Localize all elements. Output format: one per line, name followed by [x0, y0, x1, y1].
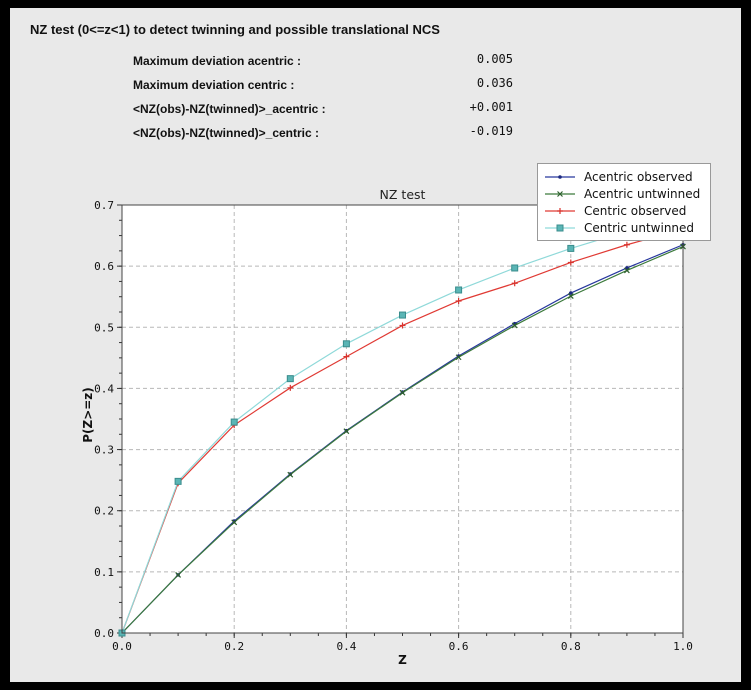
stat-row: <NZ(obs)-NZ(twinned)>_acentric : +0.001 — [133, 100, 553, 124]
legend-label: Acentric untwinned — [584, 186, 701, 201]
stat-label: <NZ(obs)-NZ(twinned)>_centric : — [133, 126, 320, 140]
svg-text:0.0: 0.0 — [112, 640, 132, 653]
svg-text:0.6: 0.6 — [94, 260, 114, 273]
stat-label: Maximum deviation centric : — [133, 78, 295, 92]
legend-item: Acentric untwinned — [543, 185, 700, 202]
stat-row: Maximum deviation acentric : 0.005 — [133, 52, 553, 76]
y-axis-label: P(Z>=z) — [81, 387, 95, 443]
legend-item: Centric observed — [543, 202, 700, 219]
svg-text:0.3: 0.3 — [94, 444, 114, 457]
stat-label: Maximum deviation acentric : — [133, 54, 302, 68]
stat-row: Maximum deviation centric : 0.036 — [133, 76, 553, 100]
legend-item: Centric untwinned — [543, 219, 700, 236]
chart-legend: Acentric observed Acentric untwinned Cen… — [537, 163, 712, 241]
stat-value: 0.036 — [476, 76, 513, 90]
svg-text:0.1: 0.1 — [94, 566, 114, 579]
svg-text:0.7: 0.7 — [94, 199, 114, 212]
legend-label: Acentric observed — [584, 169, 693, 184]
legend-label: Centric observed — [584, 203, 687, 218]
svg-text:0.0: 0.0 — [94, 627, 114, 640]
nz-test-chart: 0.0 0.2 0.4 0.6 0.8 1.0 0.0 0.1 0.2 0.3 0.4 0.5 0.6 0… — [94, 199, 693, 653]
svg-text:0.5: 0.5 — [94, 321, 114, 334]
page-title: NZ test (0<=z<1) to detect twinning and … — [30, 22, 440, 37]
legend-sample-line — [545, 224, 575, 231]
stat-value: 0.005 — [476, 52, 513, 66]
svg-text:0.2: 0.2 — [94, 505, 114, 518]
stat-row: <NZ(obs)-NZ(twinned)>_centric : -0.019 — [133, 124, 553, 148]
legend-sample-line — [545, 190, 575, 197]
x-axis-label: Z — [398, 653, 407, 667]
report-panel: NZ test (0<=z<1) to detect twinning and … — [10, 8, 741, 682]
chart-title: NZ test — [379, 187, 426, 202]
stats-list: Maximum deviation acentric : 0.005 Maxim… — [133, 52, 553, 148]
svg-text:0.4: 0.4 — [94, 382, 114, 395]
svg-text:0.4: 0.4 — [336, 640, 356, 653]
legend-sample-line — [545, 207, 575, 214]
stat-value: -0.019 — [469, 124, 513, 138]
svg-text:0.8: 0.8 — [561, 640, 581, 653]
stat-value: +0.001 — [469, 100, 513, 114]
legend-label: Centric untwinned — [584, 220, 695, 235]
stat-label: <NZ(obs)-NZ(twinned)>_acentric : — [133, 102, 326, 116]
svg-text:0.2: 0.2 — [224, 640, 244, 653]
svg-text:0.6: 0.6 — [449, 640, 469, 653]
legend-item: Acentric observed — [543, 168, 700, 185]
legend-sample-line — [545, 174, 575, 179]
svg-text:1.0: 1.0 — [673, 640, 693, 653]
